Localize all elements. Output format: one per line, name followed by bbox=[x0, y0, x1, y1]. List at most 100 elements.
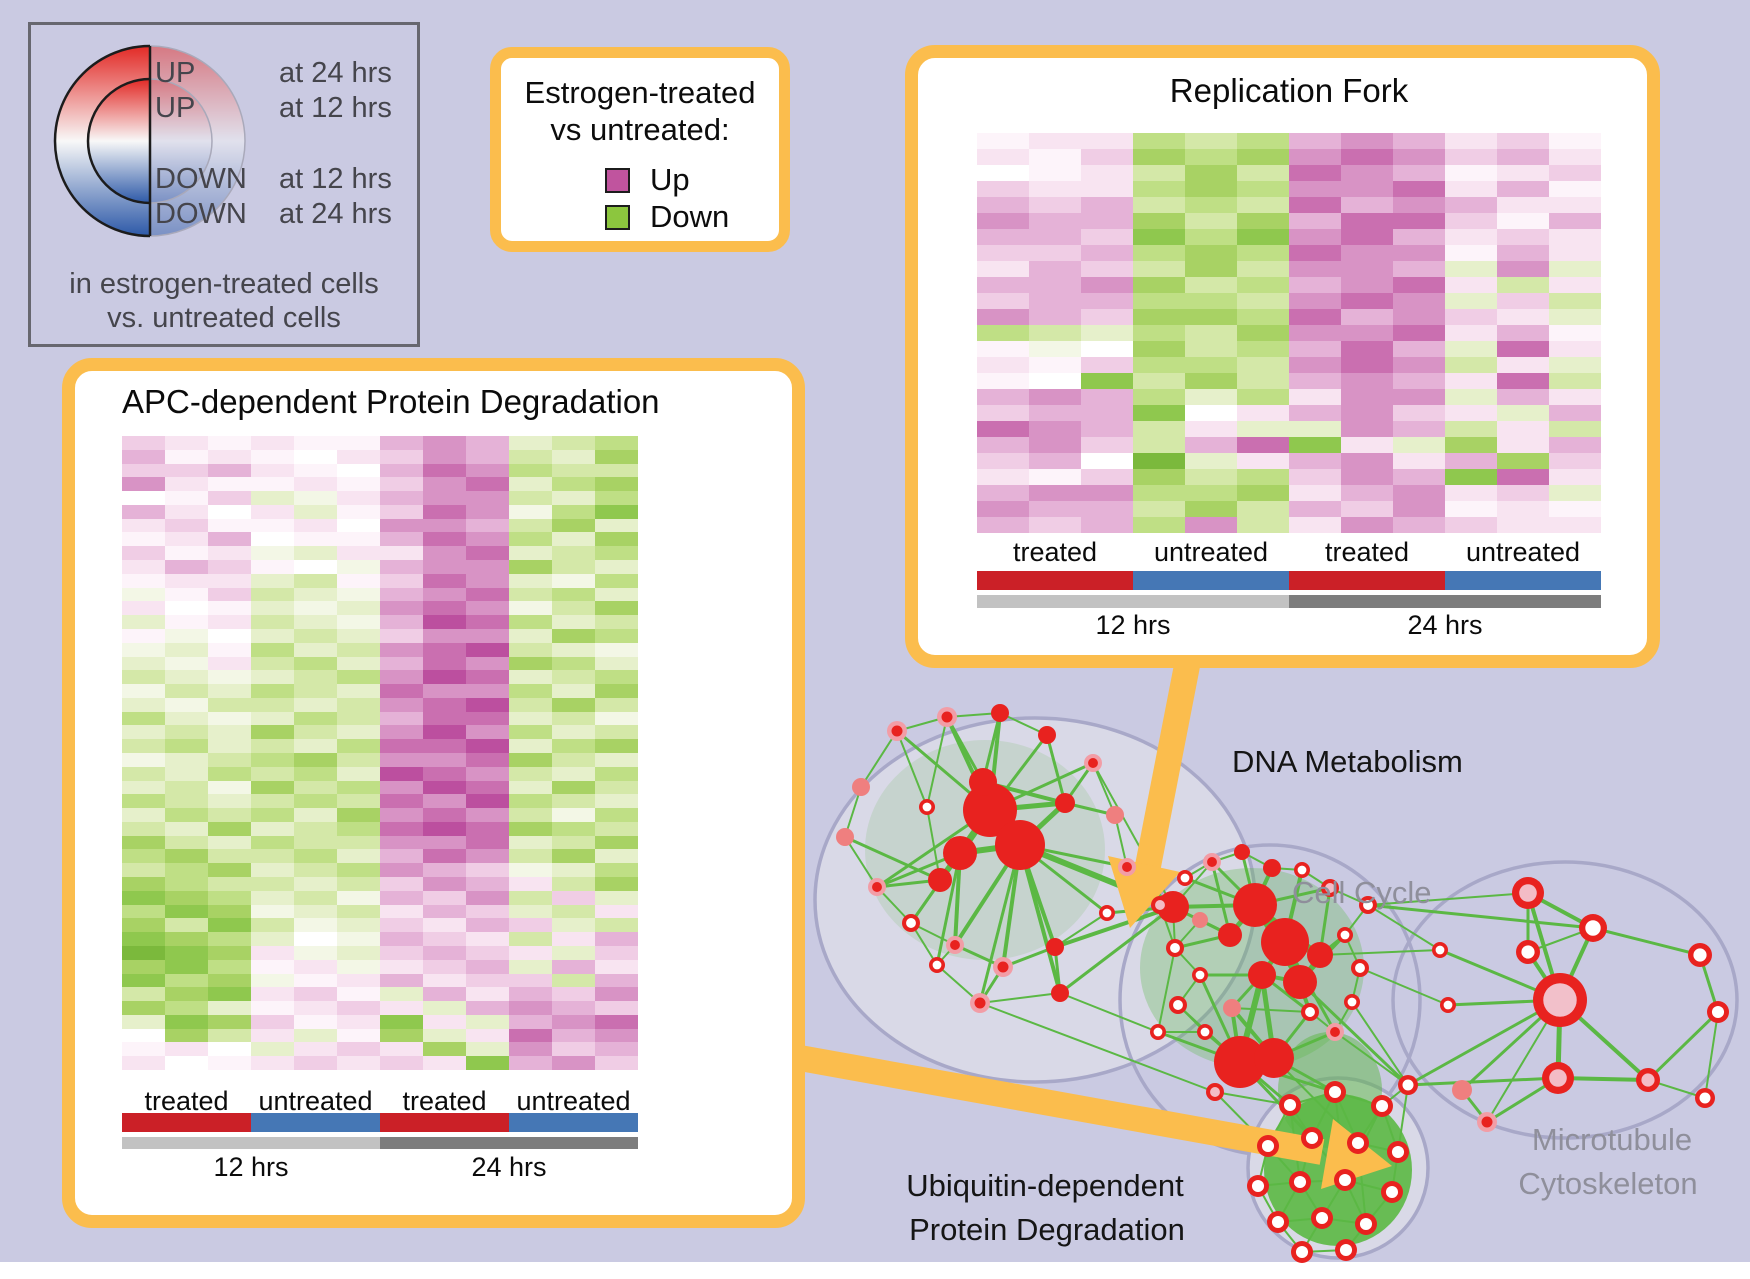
heatmap-cell bbox=[251, 656, 294, 671]
heatmap-cell bbox=[1549, 453, 1601, 469]
heatmap-cell bbox=[1289, 421, 1341, 437]
heatmap-cell bbox=[122, 642, 165, 657]
network-edge bbox=[844, 835, 941, 882]
heatmap-cell bbox=[977, 357, 1029, 373]
apc-heatmap-panel: APC-dependent Protein Degradation treate… bbox=[62, 358, 805, 1228]
heatmap-cell bbox=[1341, 453, 1393, 469]
heatmap-cell bbox=[380, 477, 423, 492]
heatmap-cell bbox=[208, 436, 251, 450]
heatmap-cell bbox=[552, 945, 595, 960]
heatmap-cell bbox=[208, 1042, 251, 1057]
heatmap-cell bbox=[337, 932, 380, 946]
heatmap-cell bbox=[380, 780, 423, 795]
heatmap-cell bbox=[1497, 229, 1549, 245]
heatmap-cell bbox=[122, 436, 165, 450]
heatmap-cell bbox=[1393, 213, 1445, 229]
heatmap-cell bbox=[165, 863, 208, 878]
heatmap-cell bbox=[423, 794, 466, 809]
heatmap-cell bbox=[1029, 277, 1081, 293]
heatmap-cell bbox=[1133, 309, 1185, 325]
heatmap-cell bbox=[552, 670, 595, 685]
heatmap-cell bbox=[595, 532, 638, 547]
network-node-core bbox=[1330, 1027, 1340, 1037]
heatmap-cell bbox=[208, 587, 251, 602]
heatmap-cell bbox=[294, 491, 337, 505]
heatmap-cell bbox=[294, 835, 337, 850]
network-node bbox=[836, 828, 854, 846]
heatmap-cell bbox=[1029, 133, 1081, 149]
heatmap-cell bbox=[1445, 261, 1497, 277]
heatmap-cell bbox=[122, 491, 165, 505]
heatmap-cell bbox=[380, 987, 423, 1002]
heatmap-cell bbox=[466, 518, 509, 533]
network-edge bbox=[1059, 992, 1159, 1033]
color-legend-title-line1: Estrogen-treated bbox=[524, 75, 756, 110]
heatmap-cell bbox=[1393, 469, 1445, 485]
heatmap-cell bbox=[423, 477, 466, 492]
heatmap-cell bbox=[552, 739, 595, 753]
heatmap-cell bbox=[552, 877, 595, 891]
heatmap-cell bbox=[251, 890, 294, 905]
heatmap-cell bbox=[337, 725, 380, 740]
heatmap-cell bbox=[251, 628, 294, 643]
network-node-core bbox=[1251, 1179, 1265, 1193]
heatmap-cell bbox=[1445, 469, 1497, 485]
heatmap-cell bbox=[165, 670, 208, 685]
heatmap-cell bbox=[1341, 469, 1393, 485]
heatmap-cell bbox=[1133, 261, 1185, 277]
heatmap-cell bbox=[122, 463, 165, 478]
heatmap-cell bbox=[122, 780, 165, 795]
heatmap-cell bbox=[1185, 341, 1237, 357]
heatmap-cell bbox=[423, 684, 466, 698]
heatmap-cell bbox=[552, 1042, 595, 1057]
heatmap-cell bbox=[380, 463, 423, 478]
heatmap-cell bbox=[423, 642, 466, 657]
scale-down-24-label: DOWN bbox=[155, 198, 247, 230]
heatmap-cell bbox=[423, 918, 466, 933]
heatmap-cell bbox=[977, 245, 1029, 261]
heatmap-cell bbox=[466, 711, 509, 726]
heatmap-cell bbox=[1445, 181, 1497, 197]
heatmap-cell bbox=[122, 1014, 165, 1029]
heatmap-cell bbox=[122, 601, 165, 616]
heatmap-cell bbox=[1133, 405, 1185, 421]
heatmap-cell bbox=[466, 697, 509, 712]
heatmap-cell bbox=[552, 491, 595, 505]
heatmap-cell bbox=[509, 794, 552, 809]
heatmap-cell bbox=[1185, 245, 1237, 261]
heatmap-cell bbox=[380, 449, 423, 464]
heatmap-cell bbox=[380, 491, 423, 505]
heatmap-cell bbox=[165, 711, 208, 726]
heatmap-cell bbox=[1237, 277, 1289, 293]
heatmap-cell bbox=[337, 766, 380, 781]
heatmap-cell bbox=[466, 656, 509, 671]
heatmap-cell bbox=[294, 904, 337, 919]
heatmap-cell bbox=[1393, 325, 1445, 341]
heatmap-cell bbox=[423, 1042, 466, 1057]
heatmap-cell bbox=[595, 780, 638, 795]
heatmap-cell bbox=[165, 491, 208, 505]
cluster-label: Ubiquitin-dependent bbox=[906, 1168, 1184, 1203]
color-legend-title-line2: vs untreated: bbox=[550, 112, 730, 147]
network-node bbox=[1263, 859, 1281, 877]
heatmap-cell bbox=[165, 808, 208, 822]
heatmap-cell bbox=[208, 918, 251, 933]
heatmap-cell bbox=[380, 615, 423, 629]
heatmap-cell bbox=[337, 546, 380, 561]
heatmap-cell bbox=[337, 739, 380, 753]
heatmap-cell bbox=[1497, 517, 1549, 533]
heatmap-cell bbox=[595, 573, 638, 588]
heatmap-cell bbox=[1185, 197, 1237, 213]
heatmap-cell bbox=[1497, 293, 1549, 309]
heatmap-cell bbox=[208, 849, 251, 864]
heatmap-cell bbox=[294, 504, 337, 519]
heatmap-cell bbox=[509, 808, 552, 822]
network-edge bbox=[1704, 1011, 1719, 1099]
heatmap-cell bbox=[1393, 485, 1445, 501]
legend-item-down: Down bbox=[605, 199, 729, 235]
heatmap-cell bbox=[1393, 245, 1445, 261]
heatmap-cell bbox=[1393, 357, 1445, 373]
heatmap-cell bbox=[509, 546, 552, 561]
heatmap-cell bbox=[509, 821, 552, 836]
heatmap-cell bbox=[466, 560, 509, 574]
